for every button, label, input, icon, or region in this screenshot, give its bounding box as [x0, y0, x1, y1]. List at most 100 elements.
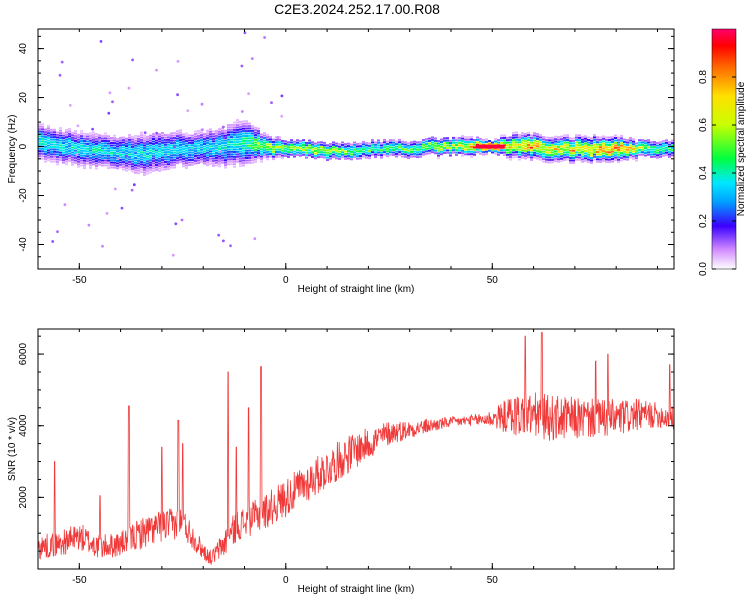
heatmap-cell — [632, 155, 635, 158]
heatmap-cell — [458, 144, 461, 147]
heatmap-cell — [62, 159, 65, 162]
heatmap-cell — [80, 142, 83, 145]
heatmap-cell — [131, 153, 134, 156]
heatmap-cell — [332, 146, 335, 149]
heatmap-cell — [347, 157, 350, 160]
heatmap-cell — [329, 145, 332, 148]
heatmap-cell — [74, 132, 77, 135]
heatmap-cell — [155, 144, 158, 147]
heatmap-cell — [341, 151, 344, 154]
heatmap-cell — [338, 153, 341, 155]
heatmap-cell — [197, 154, 200, 157]
heatmap-cell — [302, 148, 305, 151]
heatmap-cell — [587, 146, 590, 149]
heatmap-cell — [590, 144, 593, 147]
heatmap-cell — [125, 162, 128, 165]
heatmap-cell — [605, 151, 608, 154]
heatmap-cell — [227, 133, 230, 136]
heatmap-cell — [470, 138, 473, 141]
heatmap-cell — [560, 152, 563, 155]
heatmap-cell — [158, 162, 161, 165]
heatmap-cell — [653, 150, 656, 153]
heatmap-cell — [347, 147, 350, 150]
heatmap-cell — [296, 146, 299, 149]
heatmap-cell — [347, 145, 350, 148]
heatmap-cell — [173, 132, 176, 135]
heatmap-cell — [554, 140, 557, 143]
heatmap-cell — [161, 163, 164, 166]
heatmap-cell — [137, 145, 140, 148]
heatmap-cell — [500, 139, 503, 142]
heatmap-cell — [164, 151, 167, 154]
heatmap-cell — [344, 157, 347, 160]
heatmap-cell — [602, 142, 605, 145]
heatmap-cell — [443, 139, 446, 142]
heatmap-cell — [527, 134, 530, 137]
heatmap-cell — [584, 147, 587, 150]
heatmap-cell — [554, 150, 557, 153]
heatmap-cell — [269, 155, 272, 158]
heatmap-cell — [251, 142, 254, 145]
heatmap-cell — [50, 133, 53, 136]
heatmap-cell — [143, 139, 146, 142]
heatmap-cell — [116, 150, 119, 153]
heatmap-cell — [38, 155, 41, 158]
heatmap-cell — [542, 158, 545, 160]
heatmap-cell — [569, 154, 572, 157]
heatmap-cell — [212, 152, 215, 155]
heatmap-cell — [350, 148, 353, 151]
heatmap-cell — [515, 138, 518, 141]
heatmap-cell — [233, 148, 236, 151]
heatmap-cell — [560, 160, 563, 163]
heatmap-cell — [545, 151, 548, 154]
heatmap-cell — [503, 134, 506, 137]
heatmap-cell — [563, 144, 566, 147]
heatmap-cell — [353, 146, 356, 149]
heatmap-cell — [434, 139, 437, 142]
heatmap-cell — [473, 143, 476, 146]
heatmap-cell — [110, 142, 113, 144]
heatmap-cell — [110, 151, 113, 154]
heatmap-outlier — [63, 203, 67, 207]
heatmap-cell — [461, 135, 464, 138]
heatmap-cell — [122, 151, 125, 154]
heatmap-cell — [179, 161, 182, 164]
heatmap-cell — [332, 141, 335, 144]
heatmap-cell — [569, 152, 572, 155]
heatmap-cell — [527, 136, 530, 139]
heatmap-cell — [224, 142, 227, 144]
heatmap-cell — [431, 148, 434, 151]
heatmap-cell — [221, 142, 224, 145]
heatmap-cell — [647, 151, 650, 154]
heatmap-cell — [590, 154, 593, 157]
heatmap-cell — [533, 132, 536, 135]
heatmap-cell — [449, 152, 452, 154]
heatmap-cell — [587, 139, 590, 141]
heatmap-cell — [563, 154, 566, 156]
heatmap-cell — [137, 172, 140, 175]
heatmap-cell — [656, 154, 659, 157]
heatmap-cell — [635, 159, 638, 162]
heatmap-cell — [245, 149, 248, 152]
heatmap-cell — [89, 134, 92, 137]
heatmap-cell — [158, 152, 161, 155]
heatmap-cell — [182, 165, 185, 168]
heatmap-cell — [206, 129, 209, 132]
heatmap-cell — [98, 153, 101, 156]
heatmap-cell — [422, 139, 425, 141]
heatmap-cell — [227, 131, 230, 134]
heatmap-cell — [659, 143, 662, 146]
heatmap-cell — [74, 130, 77, 133]
heatmap-cell — [236, 126, 239, 129]
heatmap-cell — [494, 150, 497, 153]
heatmap-cell — [62, 154, 65, 157]
heatmap-cell — [470, 143, 473, 146]
heatmap-cell — [569, 157, 572, 159]
heatmap-cell — [212, 145, 215, 148]
heatmap-cell — [86, 152, 89, 155]
heatmap-cell — [596, 155, 599, 158]
heatmap-cell — [134, 157, 137, 159]
heatmap-cell — [428, 137, 431, 140]
heatmap-cell — [146, 162, 149, 165]
heatmap-cell — [179, 141, 182, 144]
